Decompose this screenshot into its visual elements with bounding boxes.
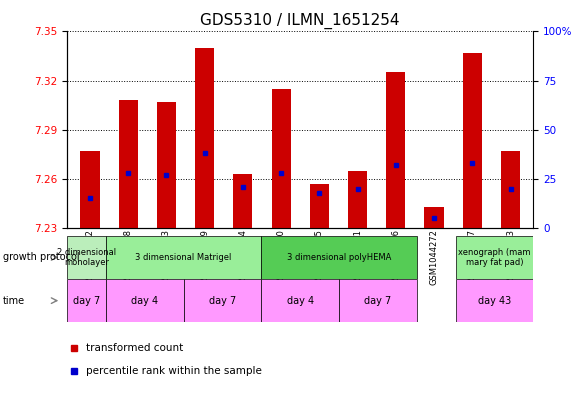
- Bar: [184, 279, 261, 322]
- Text: time: time: [3, 296, 25, 306]
- Bar: [233, 174, 252, 228]
- Bar: [339, 279, 417, 322]
- Bar: [463, 53, 482, 228]
- Bar: [456, 236, 533, 279]
- Bar: [106, 279, 184, 322]
- Text: percentile rank within the sample: percentile rank within the sample: [86, 366, 262, 376]
- Bar: [80, 151, 100, 228]
- Text: day 4: day 4: [287, 296, 314, 306]
- Text: transformed count: transformed count: [86, 343, 183, 353]
- Text: day 7: day 7: [73, 296, 100, 306]
- Bar: [272, 89, 291, 228]
- Text: day 7: day 7: [209, 296, 236, 306]
- Text: day 43: day 43: [478, 296, 511, 306]
- Text: 3 dimensional polyHEMA: 3 dimensional polyHEMA: [287, 253, 391, 262]
- Bar: [387, 72, 405, 228]
- Title: GDS5310 / ILMN_1651254: GDS5310 / ILMN_1651254: [201, 13, 400, 29]
- Bar: [261, 236, 417, 279]
- Bar: [310, 184, 329, 228]
- Text: day 4: day 4: [131, 296, 159, 306]
- Bar: [456, 279, 533, 322]
- Bar: [195, 48, 214, 228]
- Text: 3 dimensional Matrigel: 3 dimensional Matrigel: [135, 253, 232, 262]
- Text: 2 dimensional
monolayer: 2 dimensional monolayer: [57, 248, 116, 267]
- Text: xenograph (mam
mary fat pad): xenograph (mam mary fat pad): [458, 248, 531, 267]
- Bar: [261, 279, 339, 322]
- Bar: [67, 279, 106, 322]
- Bar: [501, 151, 520, 228]
- Text: growth protocol: growth protocol: [3, 252, 79, 263]
- Bar: [157, 102, 176, 228]
- Bar: [348, 171, 367, 228]
- Bar: [424, 207, 444, 228]
- Bar: [106, 236, 261, 279]
- Bar: [67, 236, 106, 279]
- Bar: [119, 100, 138, 228]
- Text: day 7: day 7: [364, 296, 392, 306]
